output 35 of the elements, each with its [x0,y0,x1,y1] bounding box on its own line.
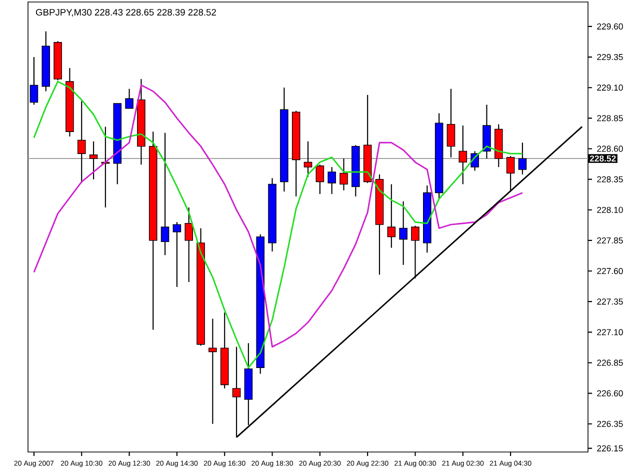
candlestick [387,184,396,248]
candlestick [77,100,86,184]
candlestick [506,156,515,191]
y-tick-label: 227.85 [597,237,623,244]
y-tick-label: 229.35 [597,54,623,60]
candlestick [446,88,456,158]
candlestick [458,124,468,185]
candlestick [328,166,336,195]
y-tick-label: 228.60 [597,146,623,152]
y-tick-label: 227.10 [597,329,623,336]
candlestick [411,225,420,279]
y-tick-label: 228.10 [597,206,623,213]
y-tick-label: 226.85 [597,360,623,366]
candlestick [125,88,134,109]
y-tick-label: 229.60 [597,23,623,30]
candlestick [172,222,182,288]
text: GBPJPY,M30 228.43 228.65 228.39 228.52 [36,8,216,17]
y-tick-label: 228.35 [597,176,623,182]
y-tick-label: 228.85 [597,115,623,122]
y-tick-label: 226.60 [597,390,623,396]
y-tick-label: 227.60 [597,268,623,274]
y-tick-label: 226.35 [597,420,623,427]
y-tick-label: 229.10 [597,84,623,91]
candlestick [340,158,348,191]
candlestick [89,140,98,180]
candlestick [399,200,408,266]
candlestick [208,318,217,424]
candlestick [518,142,527,175]
y-tick-label: 227.35 [597,298,623,305]
y-tick-label: 226.15 [597,445,623,452]
candlestick [304,140,312,178]
ref-line-label: 228.52 [590,155,616,162]
candlestick [316,164,324,195]
candlestick [160,132,170,256]
candlestick [184,206,193,283]
